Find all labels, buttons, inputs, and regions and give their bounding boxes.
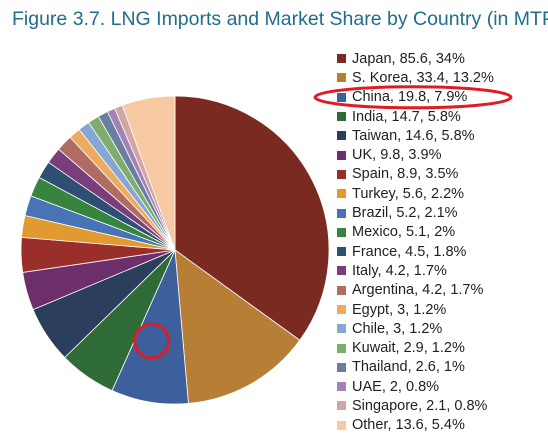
legend-label: Brazil, 5.2, 2.1% (352, 205, 458, 222)
legend-label: Taiwan, 14.6, 5.8% (352, 127, 475, 144)
legend-item: Japan, 85.6, 34% (337, 49, 494, 68)
legend-swatch (337, 112, 346, 122)
legend-swatch (337, 324, 346, 334)
legend-label: Thailand, 2.6, 1% (352, 359, 465, 376)
legend-swatch (337, 189, 346, 199)
pie-slice-s-korea (174, 249, 301, 404)
pie-slice-other (121, 95, 176, 251)
legend-label: Chile, 3, 1.2% (352, 320, 443, 337)
legend-label: Other, 13.6, 5.4% (352, 417, 465, 434)
legend-swatch (337, 266, 346, 276)
pie-slices (20, 95, 330, 405)
legend-label: UAE, 2, 0.8% (352, 378, 440, 395)
legend-label: Kuwait, 2.9, 1.2% (352, 340, 465, 357)
legend: Japan, 85.6, 34% S. Korea, 33.4, 13.2% Chi… (337, 49, 494, 435)
pie-slice-japan (174, 95, 330, 341)
legend-highlight-ellipse (313, 85, 513, 110)
legend-swatch (337, 54, 346, 64)
highlight-annotations (133, 85, 513, 360)
legend-swatch (337, 92, 346, 102)
legend-item: Turkey, 5.6, 2.2% (337, 184, 494, 203)
legend-item: Spain, 8.9, 3.5% (337, 165, 494, 184)
legend-label: S. Korea, 33.4, 13.2% (352, 69, 494, 86)
legend-swatch (337, 208, 346, 218)
legend-swatch (337, 150, 346, 160)
legend-label: Singapore, 2.1, 0.8% (352, 397, 488, 414)
legend-swatch (337, 401, 346, 411)
legend-swatch (337, 343, 346, 353)
slice-highlight-circle (133, 322, 171, 360)
legend-item: Argentina, 4.2, 1.7% (337, 281, 494, 300)
legend-item: Taiwan, 14.6, 5.8% (337, 126, 494, 145)
legend-label: Argentina, 4.2, 1.7% (352, 282, 484, 299)
legend-item: Mexico, 5.1, 2% (337, 223, 494, 242)
legend-swatch (337, 169, 346, 179)
legend-item: Thailand, 2.6, 1% (337, 358, 494, 377)
legend-label: France, 4.5, 1.8% (352, 243, 467, 260)
legend-swatch (337, 247, 346, 257)
legend-item: India, 14.7, 5.8% (337, 107, 494, 126)
legend-item: China, 19.8, 7.9% (337, 88, 494, 107)
legend-swatch (337, 73, 346, 83)
legend-swatch (337, 227, 346, 237)
legend-label: India, 14.7, 5.8% (352, 108, 461, 125)
legend-item: Egypt, 3, 1.2% (337, 300, 494, 319)
legend-label: Japan, 85.6, 34% (352, 50, 465, 67)
legend-label: Egypt, 3, 1.2% (352, 301, 447, 318)
legend-label: Spain, 8.9, 3.5% (352, 166, 459, 183)
legend-item: S. Korea, 33.4, 13.2% (337, 68, 494, 87)
legend-label: Mexico, 5.1, 2% (352, 224, 456, 241)
legend-swatch (337, 305, 346, 314)
legend-swatch (337, 382, 346, 392)
chart-title: Figure 3.7. LNG Imports and Market Share… (12, 8, 548, 30)
legend-swatch (337, 285, 346, 295)
legend-item: UK, 9.8, 3.9% (337, 145, 494, 164)
legend-swatch (337, 362, 346, 372)
legend-item: Other, 13.6, 5.4% (337, 416, 494, 435)
legend-item: Chile, 3, 1.2% (337, 319, 494, 338)
legend-swatch (337, 131, 346, 141)
legend-swatch (337, 420, 346, 430)
legend-item: Kuwait, 2.9, 1.2% (337, 338, 494, 357)
legend-label: China, 19.8, 7.9% (352, 89, 468, 106)
legend-item: Brazil, 5.2, 2.1% (337, 203, 494, 222)
legend-item: Italy, 4.2, 1.7% (337, 261, 494, 280)
legend-item: UAE, 2, 0.8% (337, 377, 494, 396)
legend-label: Turkey, 5.6, 2.2% (352, 185, 465, 202)
legend-label: UK, 9.8, 3.9% (352, 147, 442, 164)
legend-label: Italy, 4.2, 1.7% (352, 262, 447, 279)
legend-item: Singapore, 2.1, 0.8% (337, 396, 494, 415)
legend-item: France, 4.5, 1.8% (337, 242, 494, 261)
